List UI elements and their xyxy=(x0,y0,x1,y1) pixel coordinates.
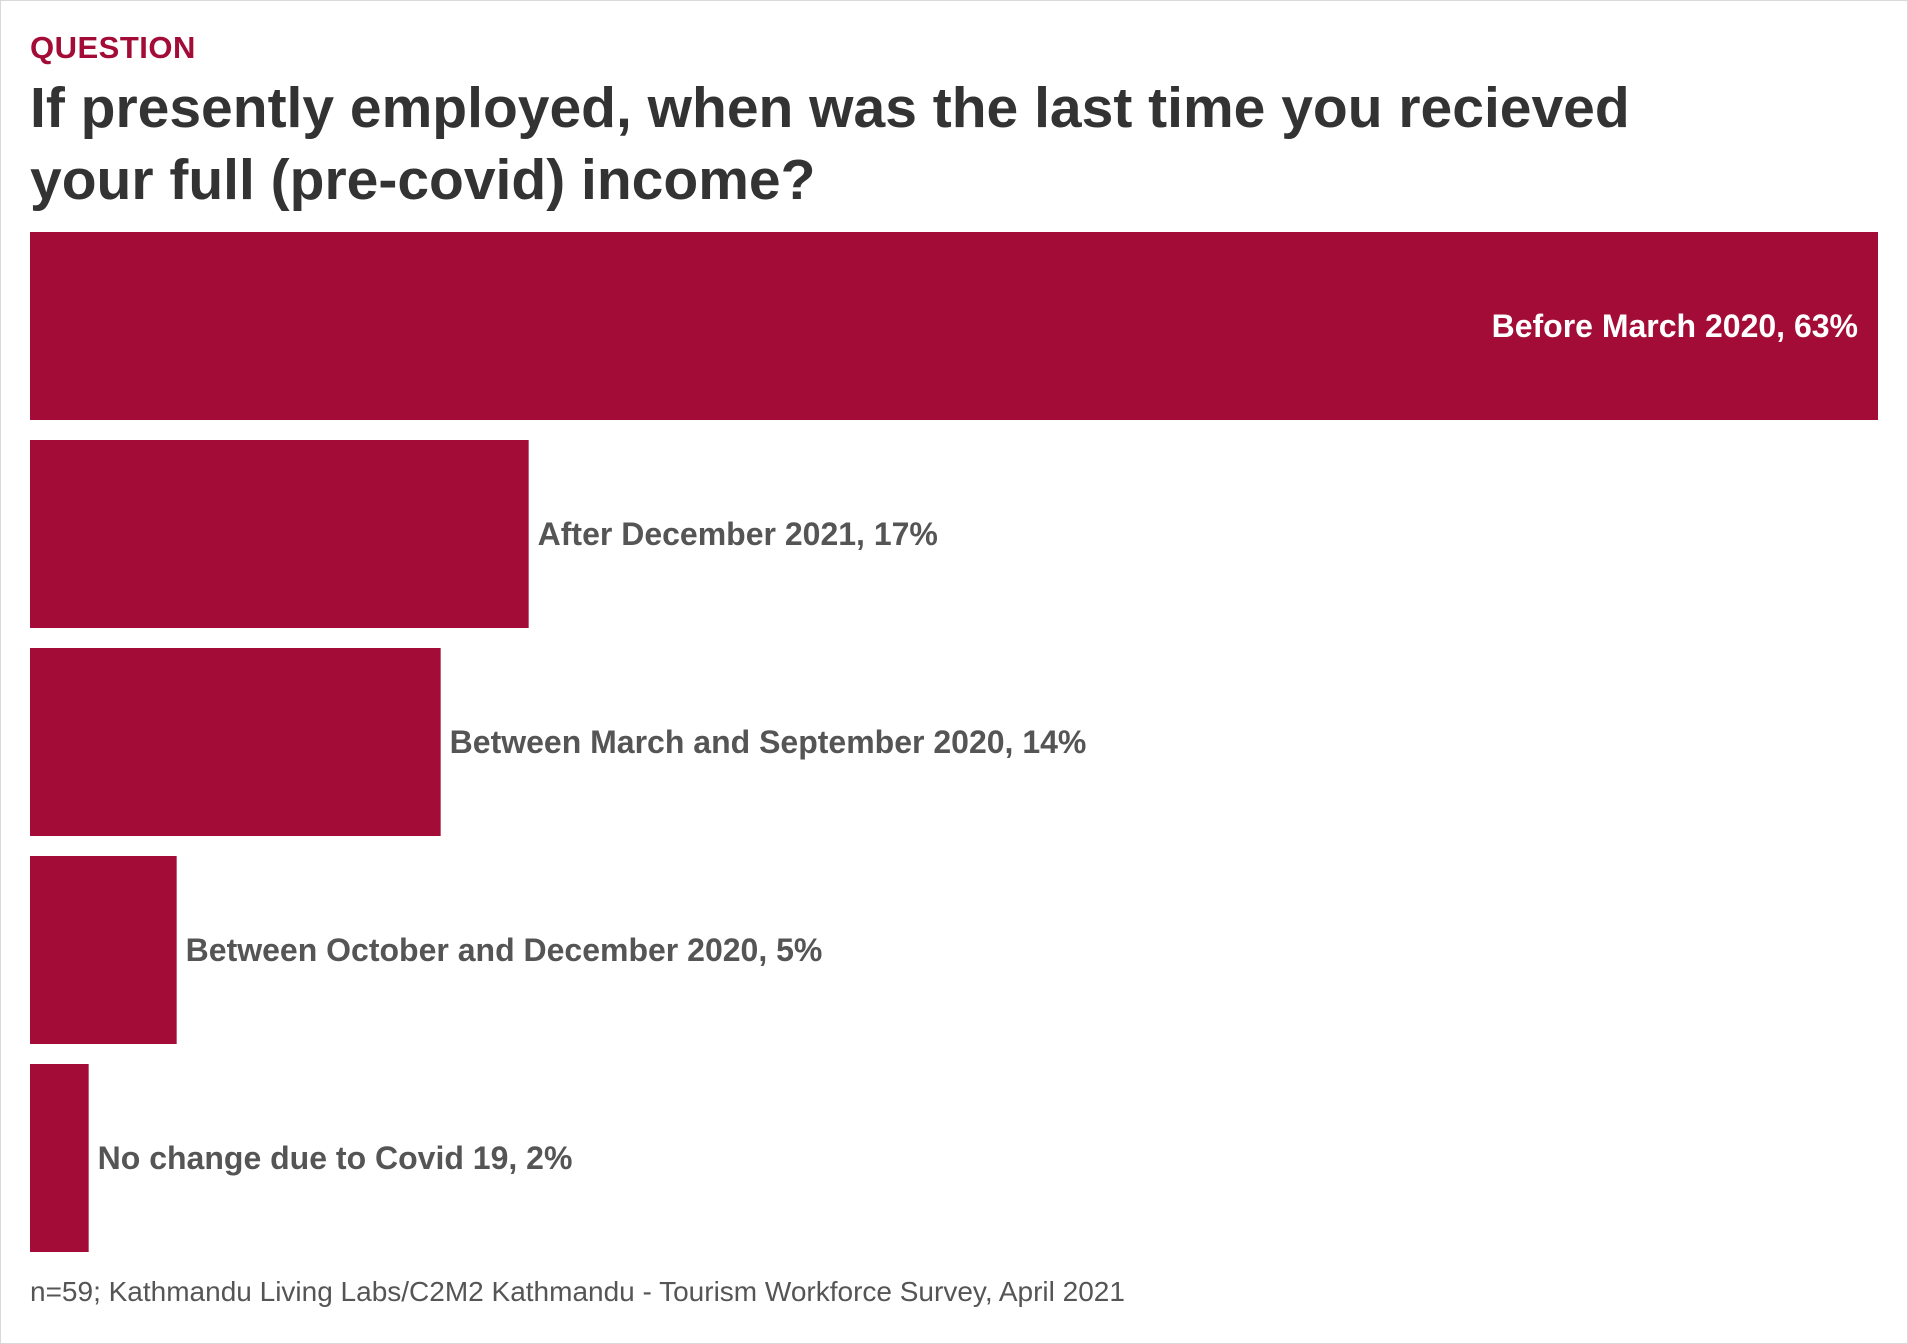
bar-0 xyxy=(30,232,1878,420)
question-kicker: QUESTION xyxy=(30,30,196,65)
source-note: n=59; Kathmandu Living Labs/C2M2 Kathman… xyxy=(30,1276,1125,1307)
chart-title: If presently employed, when was the last… xyxy=(30,76,1630,212)
bar-label-0: Before March 2020, 63% xyxy=(1492,308,1858,344)
bar-label-3: Between October and December 2020, 5% xyxy=(186,932,823,968)
bar-4 xyxy=(30,1064,89,1252)
bar-2 xyxy=(30,648,441,836)
bar-label-1: After December 2021, 17% xyxy=(538,516,938,552)
bar-label-4: No change due to Covid 19, 2% xyxy=(98,1140,573,1176)
bar-label-2: Between March and September 2020, 14% xyxy=(450,724,1087,760)
bar-1 xyxy=(30,440,529,628)
bar-3 xyxy=(30,856,177,1044)
